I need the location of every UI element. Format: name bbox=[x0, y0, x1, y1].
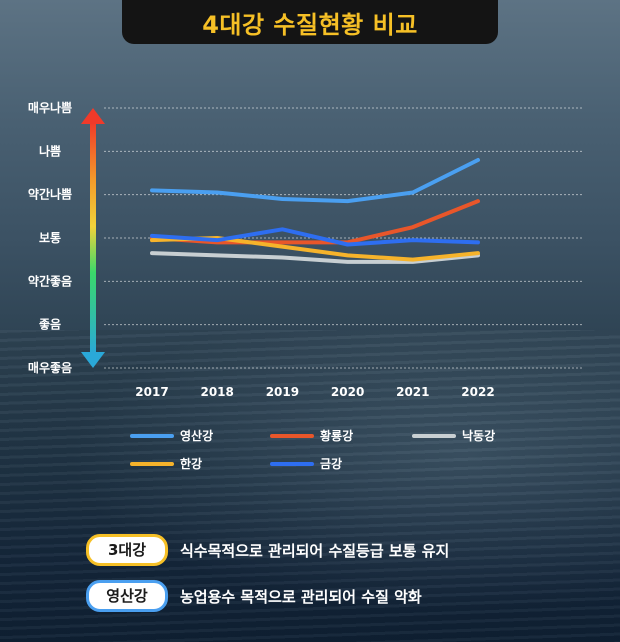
series-line-영산강 bbox=[150, 158, 480, 204]
x-tick-label: 2017 bbox=[135, 385, 168, 399]
legend-label: 금강 bbox=[320, 457, 342, 471]
y-tick-label: 좋음 bbox=[39, 317, 61, 332]
y-tick-label: 매우나쁨 bbox=[28, 100, 72, 115]
x-tick-label: 2018 bbox=[200, 385, 233, 399]
x-tick-label: 2022 bbox=[461, 385, 494, 399]
y-tick-label: 보통 bbox=[39, 230, 61, 245]
note-tag: 영산강 bbox=[86, 580, 168, 612]
note-yeongsan: 영산강 농업용수 목적으로 관리되어 수질 악화 bbox=[86, 580, 422, 612]
legend-label: 한강 bbox=[180, 456, 202, 471]
y-tick-label: 약간좋음 bbox=[28, 273, 72, 288]
x-tick-label: 2021 bbox=[396, 385, 429, 399]
y-tick-label: 나쁨 bbox=[39, 143, 61, 158]
series-line-낙동강 bbox=[150, 251, 480, 264]
quality-scale-arrow bbox=[81, 108, 105, 368]
legend-label: 영산강 bbox=[180, 428, 213, 443]
note-text: 식수목적으로 관리되어 수질등급 보통 유지 bbox=[180, 541, 450, 560]
title-bar: 4대강 수질현황 비교 bbox=[122, 0, 498, 44]
legend-label: 낙동강 bbox=[462, 428, 495, 443]
note-tag: 3대강 bbox=[86, 534, 168, 566]
series-line-황룡강 bbox=[150, 199, 480, 245]
legend-label: 황룡강 bbox=[320, 428, 353, 443]
x-tick-label: 2019 bbox=[266, 385, 299, 399]
y-tick-label: 매우좋음 bbox=[28, 360, 72, 375]
note-three-rivers: 3대강 식수목적으로 관리되어 수질등급 보통 유지 bbox=[86, 534, 449, 566]
x-tick-label: 2020 bbox=[331, 385, 364, 399]
chart-title: 4대강 수질현황 비교 bbox=[202, 10, 418, 39]
series-line-금강 bbox=[150, 227, 480, 247]
note-text: 농업용수 목적으로 관리되어 수질 악화 bbox=[180, 587, 422, 606]
y-tick-label: 약간나쁨 bbox=[28, 187, 72, 202]
